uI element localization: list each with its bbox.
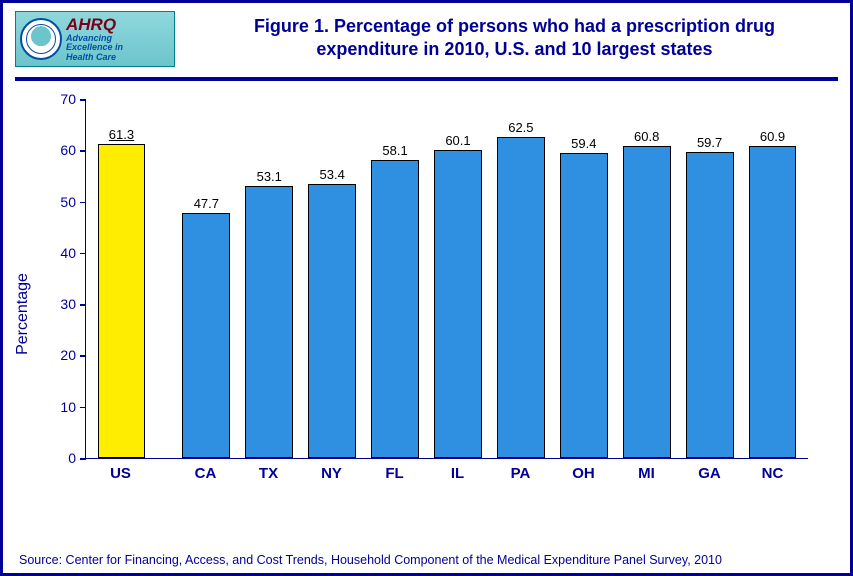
bar-value-label: 59.7	[697, 135, 722, 150]
x-category-label: OH	[552, 465, 615, 482]
y-tick: 60	[60, 142, 86, 158]
y-axis-label: Percentage	[14, 273, 32, 355]
bar-value-label: 61.3	[109, 127, 134, 142]
bar-slot: 60.9	[741, 99, 804, 458]
bar: 47.7	[182, 213, 230, 458]
bar: 62.5	[497, 137, 545, 458]
ahrq-logo: AHRQ Advancing Excellence in Health Care	[15, 11, 175, 67]
x-category-label: US	[89, 465, 152, 482]
bar-slot: 53.1	[238, 99, 301, 458]
bar-slot: 62.5	[489, 99, 552, 458]
x-category-label: GA	[678, 465, 741, 482]
plot-area: 61.3 47.7 53.1 53.4 58.1 60.1 62.5 59.4 60.8 59.7…	[85, 99, 808, 459]
label-gap	[152, 465, 174, 482]
bar-slot: 59.7	[678, 99, 741, 458]
logo-text: AHRQ Advancing Excellence in Health Care	[66, 16, 123, 62]
bar: 60.8	[623, 146, 671, 458]
x-category-label: IL	[426, 465, 489, 482]
bar-chart: Percentage 61.3 47.7 53.1 53.4 58.1 60.1 62.5 5…	[15, 89, 838, 539]
source-text: Source: Center for Financing, Access, an…	[15, 539, 838, 567]
bar-value-label: 62.5	[508, 120, 533, 135]
bar-slot: 53.4	[301, 99, 364, 458]
bar-slot: 47.7	[175, 99, 238, 458]
logo-brand: AHRQ	[66, 16, 123, 34]
figure-title: Figure 1. Percentage of persons who had …	[191, 11, 838, 62]
bar: 60.1	[434, 150, 482, 458]
bar-value-label: 53.1	[257, 169, 282, 184]
hhs-seal-icon	[20, 18, 62, 60]
bar: 53.4	[308, 184, 356, 458]
bar-value-label: 60.1	[445, 133, 470, 148]
y-tick: 10	[60, 399, 86, 415]
y-tick: 0	[68, 450, 86, 466]
y-tick: 20	[60, 347, 86, 363]
bar: 59.7	[686, 152, 734, 458]
bar-value-label: 58.1	[382, 143, 407, 158]
bar-slot: 60.1	[427, 99, 490, 458]
x-category-label: CA	[174, 465, 237, 482]
bars-container: 61.3 47.7 53.1 53.4 58.1 60.1 62.5 59.4 60.8 59.7…	[86, 99, 808, 458]
bar: 60.9	[749, 146, 797, 458]
divider	[15, 77, 838, 81]
y-tick: 40	[60, 245, 86, 261]
bar-slot: 60.8	[615, 99, 678, 458]
bar-value-label: 60.9	[760, 129, 785, 144]
bar: 53.1	[245, 186, 293, 458]
logo-tagline-3: Health Care	[66, 53, 123, 62]
figure-container: AHRQ Advancing Excellence in Health Care…	[0, 0, 853, 576]
x-category-label: PA	[489, 465, 552, 482]
bar: 59.4	[560, 153, 608, 458]
x-category-label: MI	[615, 465, 678, 482]
bar: 58.1	[371, 160, 419, 458]
y-tick: 50	[60, 194, 86, 210]
x-category-label: NY	[300, 465, 363, 482]
bar-value-label: 53.4	[320, 167, 345, 182]
x-category-label: TX	[237, 465, 300, 482]
bar-slot: 59.4	[552, 99, 615, 458]
bar-slot: 58.1	[364, 99, 427, 458]
x-axis-labels: US CATXNYFLILPAOHMIGANC	[85, 459, 808, 482]
title-line-1: Figure 1. Percentage of persons who had …	[191, 15, 838, 38]
bar-value-label: 47.7	[194, 196, 219, 211]
bar-value-label: 59.4	[571, 136, 596, 151]
x-category-label: FL	[363, 465, 426, 482]
header: AHRQ Advancing Excellence in Health Care…	[15, 11, 838, 67]
x-category-label: NC	[741, 465, 804, 482]
bar: 61.3	[98, 144, 146, 458]
y-tick: 30	[60, 296, 86, 312]
y-tick: 70	[60, 91, 86, 107]
title-line-2: expenditure in 2010, U.S. and 10 largest…	[191, 38, 838, 61]
bar-slot: 61.3	[90, 99, 153, 458]
bar-value-label: 60.8	[634, 129, 659, 144]
